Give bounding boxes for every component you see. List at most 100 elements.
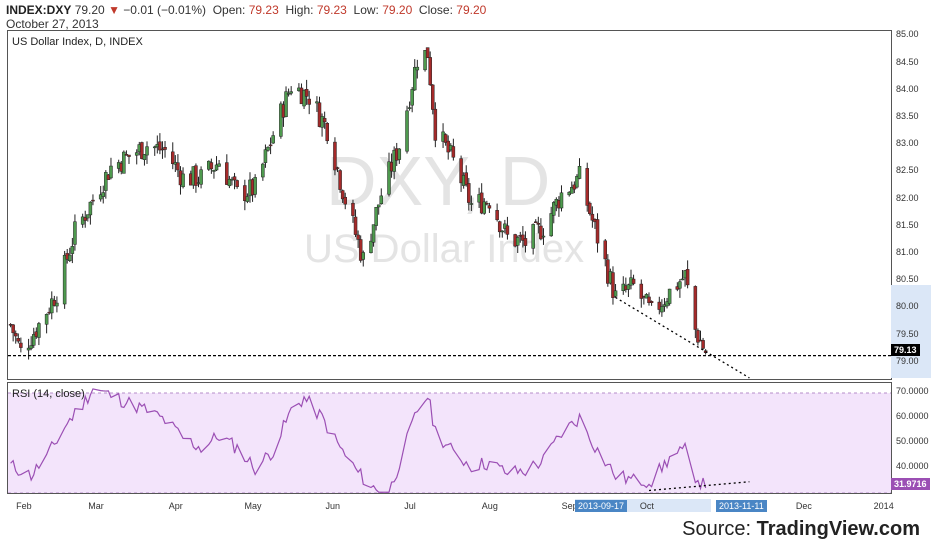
candle-body [232, 176, 237, 181]
candle-body [570, 187, 574, 194]
candle-body [531, 224, 535, 249]
time-tick-label: Sep [561, 501, 578, 511]
candle-body [325, 123, 329, 142]
last-price: 79.20 [74, 3, 105, 17]
candle-body [423, 50, 427, 71]
open-value: 79.23 [248, 3, 279, 17]
change-arrow-icon: ▼ [108, 3, 120, 17]
candle-body [552, 202, 556, 216]
rsi-pane[interactable]: RSI (14, close) [7, 382, 892, 494]
price-tick-label: 83.00 [896, 138, 919, 149]
candle-body [279, 103, 283, 137]
candle-body [351, 202, 355, 216]
candle-body [485, 202, 489, 205]
candle-body [696, 330, 700, 343]
candle-body [13, 333, 18, 337]
candle-body [428, 57, 432, 86]
price-tick-label: 83.50 [896, 111, 919, 121]
rsi-axis[interactable]: 70.0000 60.0000 50.0000 40.0000 31.9716 [891, 382, 931, 492]
candle-body [315, 101, 319, 104]
candle-body [253, 177, 257, 195]
candle-body [340, 190, 345, 200]
time-tick-label: May [244, 501, 262, 511]
price-pane-title: US Dollar Index, D, INDEX [12, 36, 143, 48]
candle-body [647, 296, 651, 303]
candle-body [158, 141, 162, 151]
price-axis[interactable]: 85.00 84.50 84.00 83.50 83.00 82.50 82.00 81.50… [891, 29, 931, 378]
candle-body [559, 192, 564, 209]
time-tick-label: Apr [168, 501, 183, 511]
open-label: Open: [212, 3, 246, 17]
candle-body [109, 165, 113, 179]
rsi-plot [8, 388, 891, 493]
candle-body [410, 89, 414, 106]
close-label: Close: [418, 3, 453, 17]
low-label: Low: [353, 3, 379, 17]
candle-body [289, 91, 293, 94]
rsi-tag: 31.9716 [891, 478, 930, 490]
price-tick-label: 84.00 [896, 83, 919, 94]
candle-body [50, 298, 54, 314]
candle-body [335, 167, 340, 169]
candle-body [284, 91, 288, 117]
candle-body [217, 163, 221, 167]
candle-body [73, 221, 77, 245]
candle-body [464, 172, 468, 185]
time-tick-label: Jul [404, 501, 416, 511]
candle-body [678, 281, 682, 289]
candle-body [31, 334, 36, 346]
candle-body [685, 269, 690, 286]
candle-body [91, 199, 95, 202]
price-plot [8, 47, 891, 379]
candle-body [209, 162, 214, 170]
price-tick-label: 79.00 [896, 355, 919, 366]
candle-body [497, 221, 502, 233]
price-pane[interactable]: DXY, D US Dollar Index US Dollar Index, … [7, 30, 892, 380]
candle-body [286, 93, 291, 95]
candle-body [227, 178, 232, 187]
candle-body [26, 347, 31, 351]
candle-body [595, 219, 600, 244]
rsi-band [8, 393, 891, 493]
candle-body [379, 195, 384, 204]
candle-body [19, 342, 23, 348]
candle-body [268, 144, 273, 147]
candle-body [392, 149, 396, 172]
candle-body [163, 146, 167, 150]
candle-body [680, 278, 685, 281]
candle-body [263, 149, 268, 163]
candle-body [338, 170, 342, 190]
candle-body [369, 240, 373, 254]
rsi-pane-title: RSI (14, close) [12, 388, 85, 400]
price-tick-label: 79.50 [896, 328, 919, 339]
candle-body [152, 146, 157, 149]
candle-body [469, 203, 474, 205]
candle-body [145, 146, 149, 156]
rsi-tick-label: 60.0000 [896, 411, 929, 421]
candle-body [29, 345, 33, 349]
candle-body [261, 163, 265, 178]
candle-body [322, 118, 327, 123]
candle-body [70, 246, 75, 254]
candle-body [68, 254, 72, 261]
candle-body [16, 338, 21, 342]
candle-body [142, 154, 147, 160]
candle-body [371, 224, 376, 243]
candle-body [212, 170, 216, 172]
symbol-label: INDEX:DXY [6, 3, 72, 17]
time-tick-label: Jun [325, 501, 341, 511]
time-tick-label: 2014 [873, 501, 894, 511]
candle-body [577, 166, 582, 179]
candle-body [443, 134, 448, 143]
candle-body [459, 158, 463, 184]
candle-body [590, 213, 595, 221]
candle-body [482, 201, 487, 214]
candle-body [523, 238, 528, 246]
candle-body [539, 225, 543, 240]
candle-body [667, 288, 672, 304]
price-tick-label: 84.50 [896, 56, 919, 67]
range-start-tag: 2013-09-17 [575, 500, 628, 512]
candle-body [214, 164, 219, 171]
rsi-tick-label: 50.0000 [896, 436, 929, 446]
candle-body [86, 214, 90, 219]
